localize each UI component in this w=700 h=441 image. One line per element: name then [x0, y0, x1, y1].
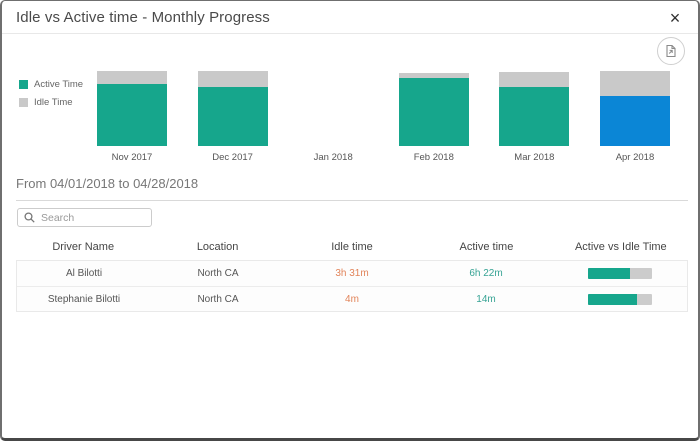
idle-segment — [398, 73, 469, 78]
active-vs-idle-bar — [588, 293, 652, 305]
active-segment — [499, 86, 570, 146]
idle-segment — [599, 71, 670, 96]
legend-item-idle-time: Idle Time — [19, 97, 83, 108]
table-row[interactable]: Stephanie Bilotti North CA 4m 14m — [17, 286, 687, 311]
drivers-table: Driver Name Location Idle time Active ti… — [16, 241, 688, 312]
bar-stack — [599, 71, 670, 146]
export-button[interactable] — [657, 37, 685, 65]
table-header-row: Driver Name Location Idle time Active ti… — [16, 241, 688, 257]
search-box — [17, 208, 152, 227]
active-segment-selected — [599, 95, 670, 146]
month-label: Nov 2017 — [111, 152, 153, 163]
export-report-icon — [664, 44, 678, 58]
search-icon — [24, 212, 35, 223]
column-header-active-time: Active time — [459, 241, 514, 253]
legend-item-active-time: Active Time — [19, 79, 83, 90]
legend-label-idle: Idle Time — [34, 97, 73, 108]
chart-bar-jan-2018[interactable]: Jan 2018 — [298, 71, 368, 166]
active-segment — [97, 83, 167, 146]
month-label: Jan 2018 — [313, 152, 353, 163]
bar-stack — [398, 71, 469, 146]
close-button[interactable]: × — [664, 7, 686, 29]
period-divider — [16, 200, 688, 201]
idle-segment — [499, 71, 570, 87]
cell-active-vs-idle — [553, 268, 687, 279]
month-label: Dec 2017 — [212, 152, 253, 163]
dialog-titlebar: Idle vs Active time - Monthly Progress × — [2, 1, 698, 34]
idle-time-swatch — [19, 98, 28, 107]
active-vs-idle-bar — [588, 268, 652, 279]
cell-location: North CA — [197, 293, 239, 305]
cell-active-vs-idle — [553, 293, 687, 305]
column-header-active-vs-idle: Active vs Idle Time — [574, 241, 667, 253]
chart-bar-apr-2018[interactable]: Apr 2018 — [599, 71, 670, 166]
bar-stack — [298, 71, 368, 146]
period-label: From 04/01/2018 to 04/28/2018 — [16, 176, 199, 191]
search-input[interactable] — [41, 211, 145, 224]
cell-active-time: 14m — [476, 293, 496, 305]
chart-bars: Nov 2017 Dec 2017 Jan 2018 Feb 2018 Mar 2018… — [97, 71, 670, 166]
chart-bar-mar-2018[interactable]: Mar 2018 — [499, 71, 570, 166]
legend-label-active: Active Time — [34, 79, 84, 90]
table-row[interactable]: Al Bilotti North CA 3h 31m 6h 22m — [17, 261, 687, 286]
column-header-idle-time: Idle time — [331, 241, 373, 253]
dialog-title: Idle vs Active time - Monthly Progress — [16, 8, 270, 26]
chart-bar-nov-2017[interactable]: Nov 2017 — [97, 71, 167, 166]
cell-idle-time: 4m — [345, 293, 359, 305]
bar-stack — [197, 71, 268, 146]
month-label: Mar 2018 — [514, 152, 555, 163]
bar-stack — [499, 71, 570, 146]
cell-location: North CA — [197, 268, 239, 279]
chart-legend: Active Time Idle Time — [19, 79, 83, 115]
active-portion — [588, 293, 638, 305]
active-portion — [588, 268, 631, 279]
cell-driver-name: Al Bilotti — [65, 268, 103, 279]
chart-bar-feb-2018[interactable]: Feb 2018 — [398, 71, 469, 166]
bar-stack — [97, 71, 167, 146]
chart-bar-dec-2017[interactable]: Dec 2017 — [197, 71, 268, 166]
active-segment — [197, 86, 268, 146]
cell-idle-time: 3h 31m — [335, 268, 369, 279]
month-label: Apr 2018 — [615, 152, 655, 163]
active-time-swatch — [19, 80, 28, 89]
column-header-driver-name: Driver Name — [52, 241, 115, 253]
active-segment — [398, 77, 469, 146]
cell-driver-name: Stephanie Bilotti — [47, 293, 121, 305]
idle-segment — [97, 71, 167, 84]
idle-segment — [197, 71, 268, 87]
month-label: Feb 2018 — [413, 152, 454, 163]
column-header-location: Location — [196, 241, 239, 253]
cell-active-time: 6h 22m — [469, 268, 503, 279]
table-body: Al Bilotti North CA 3h 31m 6h 22m Stepha… — [16, 260, 688, 312]
